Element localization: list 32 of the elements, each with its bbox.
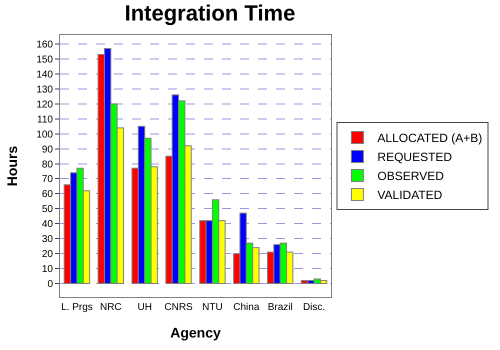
y-tick-label: 100 (36, 129, 54, 140)
x-tick-label: UH (137, 302, 152, 313)
legend-label: ALLOCATED (A+B) (377, 131, 482, 146)
y-tick-label: 130 (36, 84, 54, 96)
x-tick-label: NTU (202, 302, 223, 313)
y-tick-label: 140 (36, 69, 54, 80)
y-tick-label: 20 (42, 249, 54, 260)
x-tick-label: CNRS (164, 302, 194, 313)
y-axis-title: Hours (4, 146, 20, 186)
y-tick-label: 80 (42, 159, 54, 170)
x-axis-title: Agency (170, 324, 221, 340)
y-tick-label: 50 (42, 204, 54, 216)
x-tick-label: L. Prgs (61, 302, 93, 313)
y-tick-label: 120 (36, 99, 54, 110)
y-tick-label: 40 (42, 219, 54, 230)
y-tick-label: 0 (47, 279, 54, 290)
legend-label: VALIDATED (377, 188, 443, 202)
x-tick-label: Brazil (268, 302, 293, 313)
y-tick-label: 30 (42, 234, 54, 246)
x-tick-label: Disc. (302, 302, 326, 313)
x-tick-label: China (233, 302, 260, 313)
y-tick-label: 10 (42, 264, 54, 276)
x-tick-label: NRC (100, 302, 122, 313)
chart-title: Integration Time (124, 0, 296, 26)
legend-label: REQUESTED (377, 150, 452, 164)
legend-label: OBSERVED (377, 169, 444, 184)
y-tick-label: 60 (42, 189, 54, 200)
y-tick-label: 70 (42, 174, 54, 186)
y-tick-label: 150 (36, 54, 54, 66)
y-tick-label: 160 (36, 39, 54, 50)
y-tick-label: 110 (37, 114, 54, 126)
y-tick-label: 90 (42, 144, 54, 156)
